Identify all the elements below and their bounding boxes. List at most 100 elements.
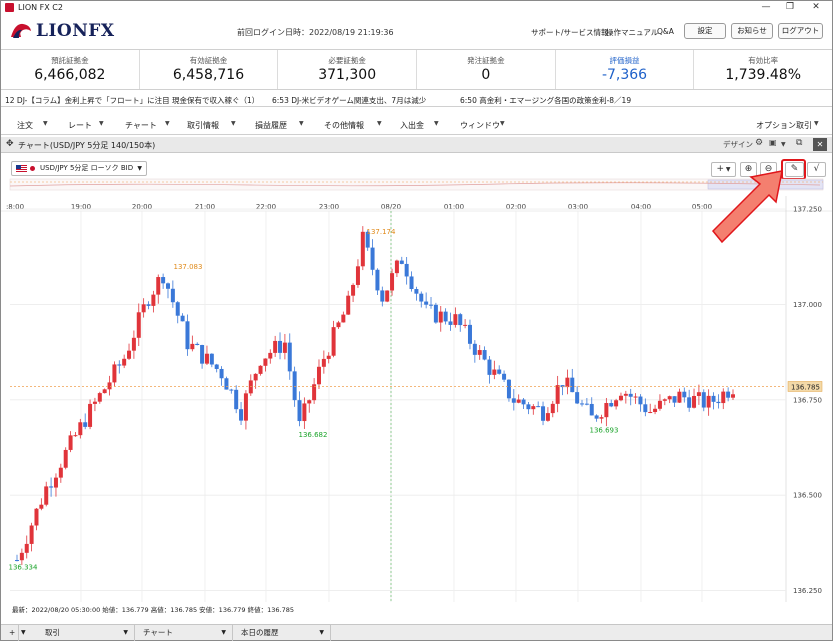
candle-body [34,508,39,526]
gear-icon[interactable]: ⚙ [755,138,764,148]
candle-body [165,283,170,289]
candle-body [667,396,672,400]
x-tick-label: 05:00 [692,203,712,211]
stat-label: 有効比率 [748,56,779,65]
stat-value: -7,366 [601,67,648,83]
move-icon[interactable]: ✥ [6,139,14,149]
news-item[interactable]: 6:53 DJ-米ビデオゲーム関連支出、7月は減少 [272,96,427,105]
news-button[interactable]: お知らせ [731,23,773,39]
x-tick-label: 08/20 [381,203,401,211]
candle-body [463,324,468,326]
candle-body [224,378,229,390]
candle-body [336,322,341,328]
crosshair-icon: + [716,164,724,174]
restore-button[interactable]: ❐ [785,2,795,12]
logout-button[interactable]: ログアウト [778,23,823,39]
candle-body [692,395,697,408]
indicator-button[interactable]: √ [807,162,826,177]
stat-order-margin: 発注証拠金 0 [417,50,556,89]
tab-chart[interactable]: チャート ▼ [135,625,233,641]
candle-body [701,392,706,408]
x-tick-label: 02:00 [506,203,526,211]
draw-tool-button[interactable]: ✎ [785,162,804,177]
candle-body [633,396,638,398]
candle-body [316,366,321,385]
symbol-select[interactable]: USD/JPY 5分足 ローソク BID ▼ [11,161,147,176]
candle-body [180,315,185,322]
chart-window-bar: ✥ チャート(USD/JPY 5分足 140/150本) デザイン ⚙ ▣ ▼ … [1,137,832,153]
menu-other-info[interactable]: その他情報 ▼ [324,120,382,131]
candle-body [550,403,555,414]
tab-trade[interactable]: 取引 ▼ [37,625,135,641]
close-icon[interactable]: ✕ [813,138,827,151]
menu-window[interactable]: ウィンドウ ▼ [460,120,505,131]
candle-body [243,393,248,421]
stat-value: 371,300 [318,67,377,83]
stat-label: 有効証拠金 [189,56,228,65]
low1-label: 136.334 [9,564,38,572]
settings-button[interactable]: 設定 [684,23,726,39]
popout-icon[interactable]: ⧉ [796,138,803,148]
chevron-down-icon: ▼ [99,120,104,127]
jp-flag-icon [30,166,35,171]
candle-body [341,314,346,323]
chevron-down-icon[interactable]: ▼ [21,629,26,636]
chevron-down-icon[interactable]: ▼ [781,141,786,148]
layout-icon[interactable]: ▣ [769,138,777,147]
candle-body [545,413,550,421]
candle-body [536,406,541,408]
add-tab-button[interactable]: + [1,625,19,641]
stat-label: 預託証拠金 [51,56,89,65]
x-tick-label: :8:00 [6,203,24,211]
tab-today-history[interactable]: 本日の履歴 ▼ [233,625,331,641]
candle-body [497,369,502,374]
candle-body [355,266,360,285]
crosshair-button[interactable]: + ▼ [711,162,736,177]
menu-label: 入出金 [400,121,424,130]
candle-body [448,321,453,325]
menu-option-trade[interactable]: オプション取引 ▼ [756,120,819,131]
chevron-down-icon: ▼ [137,165,142,172]
menu-trade-info[interactable]: 取引情報 ▼ [187,120,236,131]
menu-deposit[interactable]: 入出金 ▼ [400,120,439,131]
chevron-down-icon: ▼ [123,629,128,636]
candle-body [472,343,477,355]
y-tick-label: 136.250 [793,587,822,595]
candle-body [414,289,419,294]
minimize-button[interactable]: — [761,2,771,12]
candle-body [458,314,463,326]
news-item[interactable]: 12 DJ-【コラム】金利上昇で「フロート」に注目 現金保有で収入稼ぐ（1） [5,96,260,105]
stat-label: 発注証拠金 [467,56,505,65]
candle-body [516,399,521,403]
stat-effective-margin: 有効証拠金 6,458,716 [140,50,279,89]
zoom-out-icon: ⊖ [764,164,773,174]
candle-body [662,399,667,401]
menu-label: 注文 [17,121,33,130]
zoom-in-button[interactable]: ⊕ [740,162,757,177]
manual-link[interactable]: 操作マニュアル [606,28,659,37]
candle-body [88,403,93,427]
menu-rate[interactable]: レート ▼ [68,120,104,131]
candle-body [73,435,78,437]
close-button[interactable]: ✕ [812,2,820,12]
menu-label: ウィンドウ [460,121,500,130]
qa-link[interactable]: Q&A [657,27,674,36]
support-link[interactable]: サポート/サービス情報 [531,28,609,37]
news-item[interactable]: 6:50 高金利・エマージング各国の政策金利-8／19 [460,96,632,105]
menu-pl-history[interactable]: 損益履歴 ▼ [255,120,304,131]
candle-body [443,311,448,322]
candle-body [696,392,701,396]
design-label[interactable]: デザイン [723,140,753,149]
candle-body [321,358,326,367]
menu-label: レート [68,121,92,130]
candle-body [453,314,458,325]
menu-order[interactable]: 注文 ▼ [17,120,48,131]
candle-body [273,340,278,353]
candle-body [399,260,404,264]
menu-chart[interactable]: チャート ▼ [125,120,170,131]
candle-body [584,403,589,405]
x-tick-label: 22:00 [256,203,276,211]
candle-body [151,294,156,306]
y-tick-label: 137.000 [793,301,822,309]
